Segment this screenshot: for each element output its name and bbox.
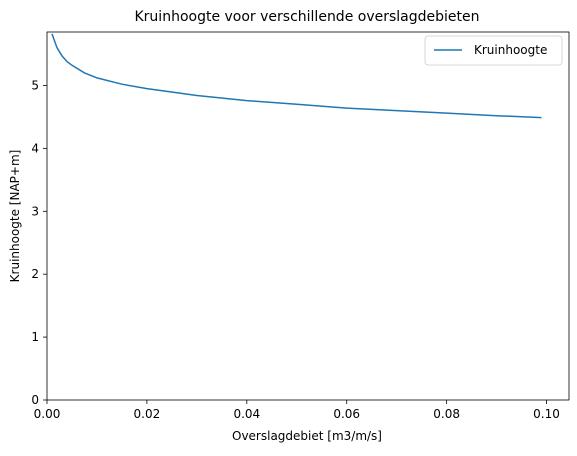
chart-title: Kruinhoogte voor verschillende overslagd… (135, 9, 480, 25)
x-tick-label: 0.04 (233, 407, 260, 421)
y-tick-label: 3 (31, 204, 39, 218)
legend-label: Kruinhoogte (474, 43, 547, 57)
y-tick-label: 5 (31, 78, 39, 92)
x-tick-label: 0.10 (533, 407, 560, 421)
x-tick-label: 0.06 (333, 407, 360, 421)
plot-area (47, 32, 569, 400)
x-axis-ticks: 0.00 0.02 0.04 0.06 0.08 0.10 (34, 400, 560, 421)
y-tick-label: 0 (31, 393, 39, 407)
y-tick-label: 1 (31, 330, 39, 344)
series-line-kruinhoogte (51, 33, 542, 119)
x-axis-label: Overslagdebiet [m3/m/s] (232, 429, 382, 443)
x-tick-label: 0.08 (433, 407, 460, 421)
plot-frame (46, 31, 570, 401)
y-tick-label: 4 (31, 141, 39, 155)
y-axis-label: Kruinhoogte [NAP+m] (8, 150, 22, 283)
y-axis-ticks: 0 1 2 3 4 5 (31, 78, 47, 407)
y-tick-label: 2 (31, 267, 39, 281)
x-tick-label: 0.00 (34, 407, 61, 421)
legend: Kruinhoogte (424, 35, 563, 66)
x-tick-label: 0.02 (134, 407, 161, 421)
legend-box (424, 35, 563, 66)
